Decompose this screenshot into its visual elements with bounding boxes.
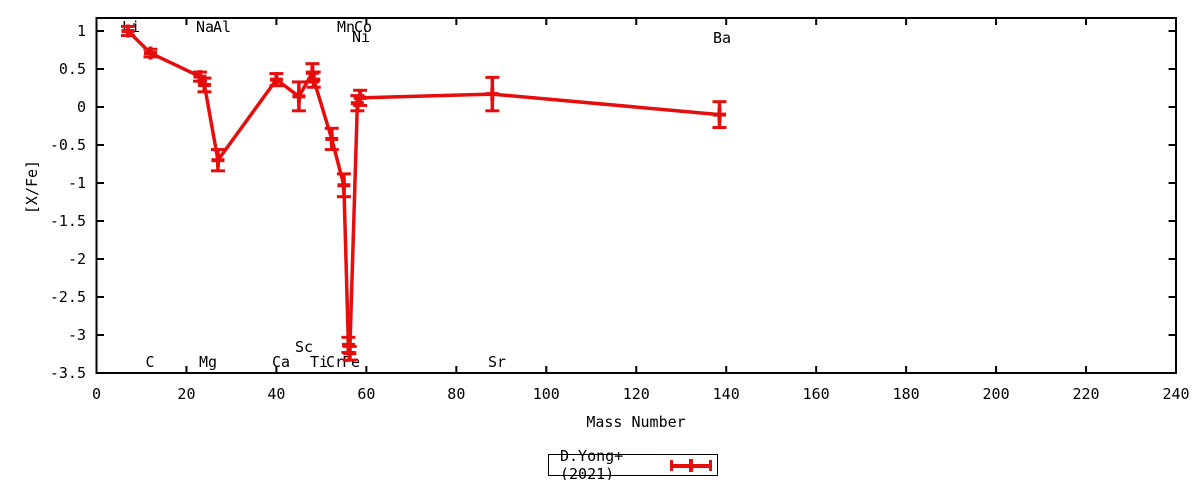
x-tick-label: 40	[267, 385, 285, 403]
element-label-ni: Ni	[352, 28, 370, 46]
x-tick-label: 100	[533, 385, 560, 403]
legend-label: D.Yong+(2021)	[560, 447, 624, 480]
x-tick-label: 20	[177, 385, 195, 403]
legend-errorbar-sample-icon	[669, 458, 712, 472]
legend: D.Yong+(2021)	[548, 447, 718, 480]
legend-sample-right-cap	[709, 459, 712, 471]
element-label-co: Co	[354, 18, 372, 36]
x-tick-label: 200	[983, 385, 1010, 403]
plot-border	[95, 17, 1177, 374]
x-tick-label: 60	[357, 385, 375, 403]
y-tick-label: -2	[68, 250, 86, 268]
y-tick-label: -2.5	[50, 288, 86, 306]
element-label-mg: Mg	[199, 353, 217, 371]
x-tick-label: 120	[623, 385, 650, 403]
element-label-al: Al	[213, 18, 231, 36]
element-label-sc: Sc	[295, 338, 313, 356]
element-label-ba: Ba	[713, 29, 731, 47]
element-label-mn: Mn	[337, 18, 355, 36]
element-label-na: Na	[196, 18, 214, 36]
y-tick-label: 0.5	[59, 60, 86, 78]
x-tick-label: 0	[92, 385, 101, 403]
legend-sample-left-cap	[669, 459, 673, 471]
y-tick-label: -1.5	[50, 212, 86, 230]
x-tick-label: 220	[1072, 385, 1099, 403]
y-tick-label: 1	[77, 22, 86, 40]
element-label-c: C	[145, 353, 154, 371]
x-tick-label: 240	[1162, 385, 1189, 403]
y-tick-label: -0.5	[50, 136, 86, 154]
x-tick-label: 160	[803, 385, 830, 403]
x-tick-label: 80	[447, 385, 465, 403]
x-tick-label: 140	[713, 385, 740, 403]
x-axis-title: Mass Number	[586, 413, 686, 431]
element-label-cr: Cr	[326, 353, 344, 371]
legend-sample-marker	[688, 458, 693, 472]
y-tick-label: 0	[77, 98, 86, 116]
data-line	[126, 29, 720, 354]
element-label-sr: Sr	[488, 353, 506, 371]
x-tick-label: 180	[893, 385, 920, 403]
element-label-ti: Ti	[310, 353, 328, 371]
y-tick-label: -3	[68, 326, 86, 344]
element-label-ca: Ca	[272, 353, 290, 371]
y-tick-label: -1	[68, 174, 86, 192]
y-axis-title: [X/Fe]	[23, 159, 41, 215]
element-label-fe: Fe	[342, 353, 360, 371]
y-tick-label: -3.5	[50, 364, 86, 382]
